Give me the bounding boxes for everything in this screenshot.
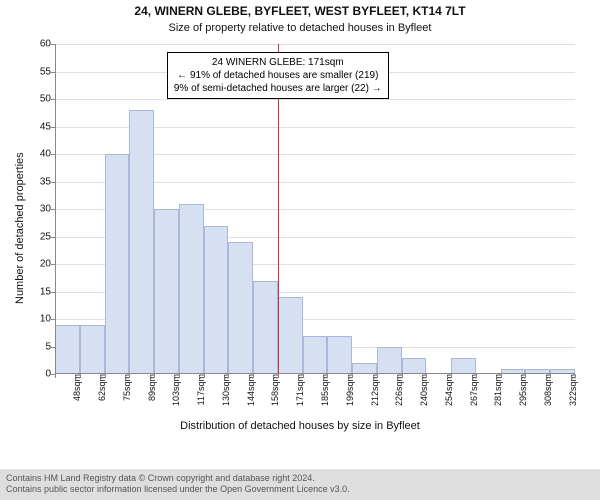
xtick-label: 295sqm xyxy=(516,374,528,406)
xtick-label: 144sqm xyxy=(244,374,256,406)
histogram-bar xyxy=(154,209,179,374)
xtick-label: 212sqm xyxy=(368,374,380,406)
annotation-line: ← 91% of detached houses are smaller (21… xyxy=(174,69,382,82)
ytick-label: 15 xyxy=(21,286,55,297)
histogram-bar xyxy=(55,325,80,375)
xtick-label: 158sqm xyxy=(268,374,280,406)
xtick-label: 308sqm xyxy=(541,374,553,406)
histogram-bar xyxy=(80,325,105,375)
xtick-mark xyxy=(402,374,403,378)
xtick-mark xyxy=(278,374,279,378)
xtick-mark xyxy=(327,374,328,378)
ytick-label: 40 xyxy=(21,149,55,160)
xtick-mark xyxy=(426,374,427,378)
chart-container: 24, WINERN GLEBE, BYFLEET, WEST BYFLEET,… xyxy=(0,0,600,500)
xtick-label: 117sqm xyxy=(194,374,206,405)
ytick-label: 60 xyxy=(21,39,55,50)
ytick-label: 35 xyxy=(21,176,55,187)
annotation-line: 9% of semi-detached houses are larger (2… xyxy=(174,82,382,95)
histogram-bar xyxy=(204,226,229,375)
xtick-label: 130sqm xyxy=(219,374,231,406)
annotation-box: 24 WINERN GLEBE: 171sqm← 91% of detached… xyxy=(167,52,389,99)
xtick-mark xyxy=(80,374,81,378)
ytick-label: 30 xyxy=(21,204,55,215)
footer-line: Contains public sector information licen… xyxy=(6,484,594,496)
xtick-label: 281sqm xyxy=(491,374,503,406)
xtick-label: 254sqm xyxy=(442,374,454,406)
xtick-label: 240sqm xyxy=(417,374,429,406)
xtick-label: 171sqm xyxy=(293,374,305,406)
xtick-mark xyxy=(352,374,353,378)
xtick-label: 62sqm xyxy=(95,374,107,401)
xtick-mark xyxy=(550,374,551,378)
xtick-label: 48sqm xyxy=(70,374,82,401)
xtick-label: 185sqm xyxy=(318,374,330,406)
ytick-label: 25 xyxy=(21,231,55,242)
xtick-mark xyxy=(204,374,205,378)
footer-line: Contains HM Land Registry data © Crown c… xyxy=(6,473,594,485)
histogram-bar xyxy=(179,204,204,375)
xtick-mark xyxy=(476,374,477,378)
histogram-bar xyxy=(377,347,402,375)
histogram-bar xyxy=(253,281,278,375)
xtick-label: 322sqm xyxy=(566,374,578,406)
xtick-mark xyxy=(501,374,502,378)
xtick-mark xyxy=(377,374,378,378)
xtick-label: 75sqm xyxy=(120,374,132,401)
xtick-label: 226sqm xyxy=(392,374,404,406)
grid-line xyxy=(55,99,575,100)
xtick-mark xyxy=(154,374,155,378)
chart-title: 24, WINERN GLEBE, BYFLEET, WEST BYFLEET,… xyxy=(0,4,600,18)
annotation-line: 24 WINERN GLEBE: 171sqm xyxy=(174,56,382,69)
ytick-label: 45 xyxy=(21,121,55,132)
xtick-mark xyxy=(179,374,180,378)
ytick-label: 0 xyxy=(21,369,55,380)
xtick-mark xyxy=(55,374,56,378)
xtick-label: 267sqm xyxy=(467,374,479,406)
xtick-mark xyxy=(575,374,576,378)
histogram-bar xyxy=(451,358,476,375)
xtick-mark xyxy=(105,374,106,378)
ytick-label: 10 xyxy=(21,314,55,325)
xtick-label: 199sqm xyxy=(343,374,355,406)
x-axis-line xyxy=(55,373,575,374)
xtick-mark xyxy=(303,374,304,378)
xtick-mark xyxy=(525,374,526,378)
histogram-bar xyxy=(105,154,130,374)
xtick-label: 103sqm xyxy=(169,374,181,406)
ytick-label: 20 xyxy=(21,259,55,270)
ytick-label: 55 xyxy=(21,66,55,77)
grid-line xyxy=(55,44,575,45)
x-axis-label: Distribution of detached houses by size … xyxy=(0,420,600,432)
histogram-bar xyxy=(228,242,253,374)
xtick-mark xyxy=(228,374,229,378)
histogram-bar xyxy=(278,297,303,374)
ytick-label: 5 xyxy=(21,341,55,352)
xtick-mark xyxy=(451,374,452,378)
xtick-mark xyxy=(129,374,130,378)
histogram-bar xyxy=(129,110,154,374)
histogram-bar xyxy=(303,336,328,375)
y-axis-line xyxy=(55,44,56,374)
ytick-label: 50 xyxy=(21,94,55,105)
histogram-bar xyxy=(402,358,427,375)
footer-attribution: Contains HM Land Registry data © Crown c… xyxy=(0,469,600,500)
xtick-mark xyxy=(253,374,254,378)
plot-area: 05101520253035404550556048sqm62sqm75sqm8… xyxy=(55,44,575,374)
xtick-label: 89sqm xyxy=(145,374,157,401)
chart-subtitle: Size of property relative to detached ho… xyxy=(0,22,600,34)
histogram-bar xyxy=(327,336,352,375)
